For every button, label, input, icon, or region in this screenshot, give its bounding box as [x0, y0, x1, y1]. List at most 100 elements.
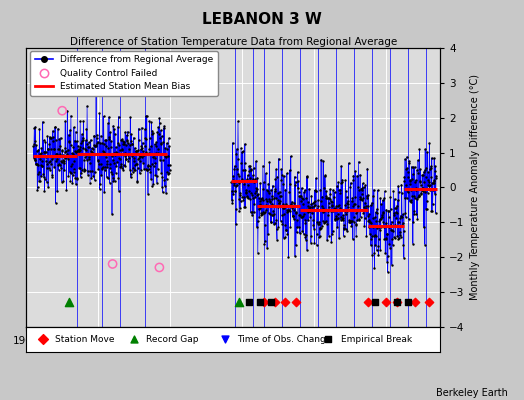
Point: [344, 160, 353, 166]
Point: [244, 194, 253, 201]
Point: [89, 146, 97, 152]
Point: [366, 219, 375, 225]
Point: [38, 157, 46, 164]
Point: [292, 242, 300, 248]
Point: [361, 182, 369, 189]
Point: [276, 193, 284, 200]
Point: [45, 159, 53, 166]
Point: [374, 252, 383, 258]
Point: [263, 245, 271, 251]
Point: [406, 178, 414, 185]
Point: [421, 241, 429, 248]
Point: [129, 164, 137, 171]
Point: [156, 156, 164, 163]
Point: [272, 217, 280, 224]
Point: [273, 174, 281, 180]
Point: [155, 264, 163, 271]
Point: [83, 141, 92, 147]
Point: [157, 140, 166, 146]
Point: [402, 195, 411, 201]
Point: [58, 147, 67, 154]
Point: [79, 145, 87, 151]
Point: [357, 191, 366, 198]
Point: [82, 152, 90, 158]
Point: [258, 210, 267, 217]
Point: [352, 221, 361, 227]
Point: [154, 146, 162, 152]
Point: [147, 119, 156, 125]
Point: [124, 152, 132, 158]
Point: [355, 217, 363, 223]
Point: [419, 184, 428, 191]
Point: [84, 172, 92, 178]
Point: [276, 198, 285, 204]
Point: [373, 247, 381, 253]
Point: [277, 166, 286, 172]
Point: [324, 208, 332, 215]
Point: [359, 210, 367, 216]
Point: [43, 160, 51, 167]
Point: [396, 228, 404, 235]
Point: [133, 148, 141, 154]
Point: [247, 167, 255, 173]
Point: [99, 148, 107, 154]
Point: [432, 172, 441, 179]
Point: [239, 181, 248, 187]
Point: [110, 160, 118, 166]
Point: [93, 140, 102, 147]
Point: [372, 218, 380, 224]
Point: [366, 231, 374, 238]
Point: [377, 214, 386, 220]
Point: [402, 182, 410, 188]
Point: [269, 182, 277, 189]
Point: [38, 163, 47, 169]
Point: [72, 147, 81, 154]
Point: [404, 169, 412, 175]
Point: [62, 152, 71, 159]
Point: [35, 178, 43, 184]
Point: [152, 172, 161, 179]
Point: [275, 155, 283, 162]
Point: [255, 195, 263, 202]
Point: [149, 163, 158, 169]
Point: [305, 204, 313, 211]
Point: [133, 178, 141, 184]
Point: [279, 181, 288, 188]
Point: [96, 161, 105, 167]
Point: [120, 138, 128, 145]
Point: [430, 177, 439, 184]
Point: [274, 203, 282, 210]
Point: [398, 189, 406, 196]
Point: [294, 224, 303, 230]
Point: [276, 217, 285, 224]
Point: [116, 147, 124, 153]
Point: [430, 155, 439, 161]
Point: [275, 200, 283, 206]
Point: [31, 156, 39, 163]
Point: [384, 253, 392, 259]
Point: [313, 219, 321, 225]
Point: [239, 197, 247, 204]
Point: [50, 146, 58, 152]
Point: [91, 143, 100, 149]
Point: [425, 140, 433, 146]
Point: [286, 207, 294, 214]
Point: [412, 184, 420, 191]
Point: [424, 183, 433, 189]
Point: [132, 161, 140, 168]
Point: [389, 228, 397, 234]
Point: [104, 120, 112, 126]
Point: [108, 171, 116, 177]
Point: [363, 213, 372, 219]
Title: Difference of Station Temperature Data from Regional Average: Difference of Station Temperature Data f…: [70, 37, 397, 47]
Point: [306, 214, 314, 220]
Point: [385, 223, 394, 230]
Point: [406, 198, 414, 204]
Point: [89, 149, 97, 156]
Point: [94, 166, 102, 172]
Point: [344, 201, 353, 208]
Point: [416, 178, 424, 184]
Point: [236, 198, 245, 204]
Point: [81, 147, 90, 154]
Text: Empirical Break: Empirical Break: [341, 335, 412, 344]
